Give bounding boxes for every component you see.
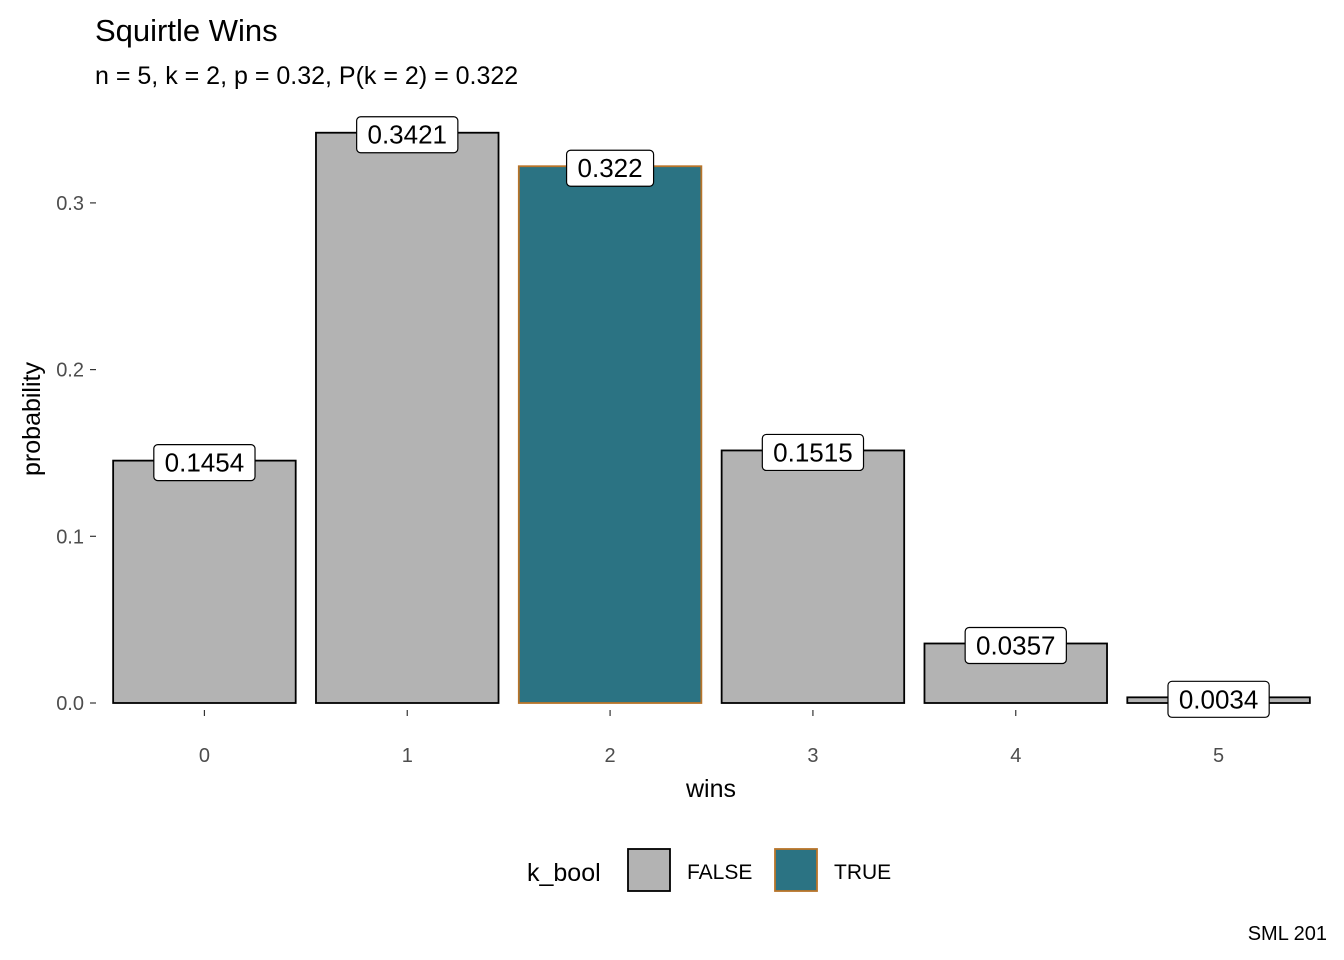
data-label-box <box>565 149 655 187</box>
chart-title: Squirtle Wins <box>95 13 278 48</box>
y-tick-label: 0.0 <box>56 693 84 715</box>
x-axis: 0 1 2 3 4 5 <box>199 710 1224 767</box>
y-tick-label: 0.1 <box>56 526 84 548</box>
data-label-box <box>153 444 256 482</box>
y-axis: 0.0 0.1 0.2 0.3 <box>56 193 96 715</box>
legend-title: k_bool <box>527 859 601 887</box>
data-labels-group: 0.1454 0.3421 0.322 0.1515 0.0357 0.0034 <box>153 116 1270 718</box>
data-label-wins-0: 0.1454 <box>165 448 245 478</box>
bar-wins-3 <box>720 449 906 704</box>
legend-swatch-false <box>627 848 671 892</box>
x-tick-label: 3 <box>807 745 818 767</box>
bars-group <box>112 131 1311 704</box>
caption: SML 201 <box>1248 923 1327 945</box>
chart-subtitle: n = 5, k = 2, p = 0.32, P(k = 2) = 0.322 <box>95 62 518 90</box>
bar-wins-0 <box>112 459 297 704</box>
data-label-wins-2: 0.322 <box>578 153 643 183</box>
data-label-box <box>761 433 865 472</box>
legend-swatch-true <box>774 848 818 892</box>
data-label-wins-5: 0.0034 <box>1179 684 1259 714</box>
x-tick-label: 5 <box>1213 745 1224 767</box>
y-axis-title: probability <box>18 362 46 476</box>
legend-label-false: FALSE <box>687 861 752 884</box>
data-label-box <box>356 116 459 154</box>
data-label-wins-4: 0.0357 <box>976 630 1056 660</box>
bar-wins-2 <box>517 165 703 704</box>
data-label-wins-1: 0.3421 <box>367 120 447 150</box>
bar-wins-1 <box>315 131 500 704</box>
x-axis-title: wins <box>685 775 736 803</box>
x-tick-label: 4 <box>1010 745 1021 767</box>
x-tick-label: 0 <box>199 745 210 767</box>
legend-label-true: TRUE <box>834 861 891 884</box>
data-label-box <box>964 626 1067 665</box>
legend: k_bool FALSE TRUE <box>527 848 891 892</box>
x-tick-label: 2 <box>605 745 616 767</box>
x-tick-label: 1 <box>402 745 413 767</box>
data-label-box <box>1167 680 1270 718</box>
y-tick-label: 0.2 <box>56 360 84 382</box>
y-tick-label: 0.3 <box>56 193 84 215</box>
data-label-wins-3: 0.1515 <box>773 437 853 467</box>
